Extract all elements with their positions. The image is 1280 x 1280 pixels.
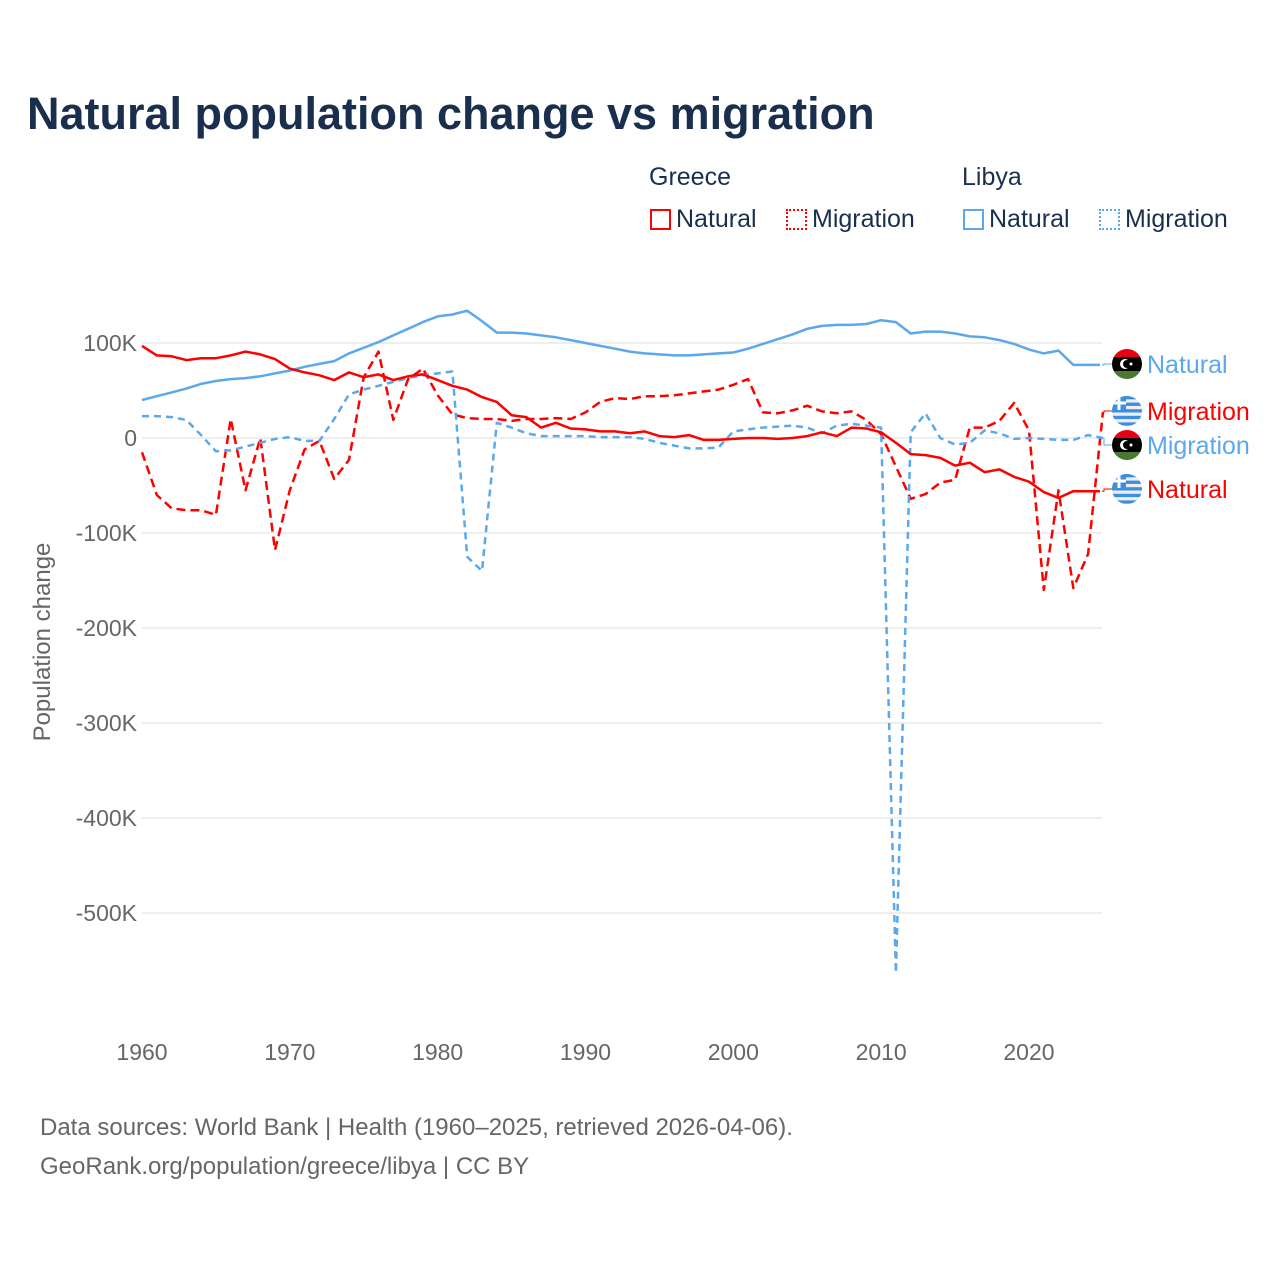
x-tick-label: 2010 [856, 1039, 907, 1065]
label-connector [1102, 437, 1112, 446]
series-line-greece-natural [141, 344, 1100, 500]
dotted-line-swatch-icon [1099, 209, 1120, 230]
solid-line-swatch-icon [963, 209, 984, 230]
attribution-link[interactable]: GeoRank.org/population/greece/libya | CC… [40, 1153, 530, 1180]
flag-stripe [1112, 474, 1142, 478]
series-end-label: Natural [1147, 351, 1228, 379]
flag-cross [1112, 401, 1126, 405]
legend-libya-migration[interactable]: Migration [1099, 205, 1228, 234]
libya-flag-icon [1112, 349, 1142, 379]
greece-flag-icon [1112, 396, 1142, 426]
y-axis-label: Population change [29, 543, 56, 742]
flag-body [1112, 396, 1142, 426]
flag-stripe [1112, 422, 1142, 426]
flag-stripe [1112, 480, 1142, 484]
x-tick-label: 1960 [116, 1039, 167, 1065]
flag-stripe [1112, 430, 1142, 438]
star-icon [1129, 443, 1133, 447]
legend-label: Migration [1125, 205, 1228, 233]
series-end-label: Migration [1147, 432, 1250, 460]
y-tick-label: -300K [76, 710, 138, 736]
series-line-libya-natural [141, 309, 1100, 402]
flag-stripe [1112, 487, 1142, 491]
y-tick-label: 100K [83, 330, 137, 356]
series-line-greece-migration [140, 350, 1105, 592]
dotted-line-swatch-icon [786, 209, 807, 230]
flag-stripe [1112, 500, 1142, 504]
x-tick-label: 2000 [708, 1039, 759, 1065]
flag-body [1112, 349, 1142, 379]
x-tick-label: 1970 [264, 1039, 315, 1065]
legend-label: Migration [812, 205, 915, 233]
y-tick-label: 0 [124, 425, 137, 451]
crescent-cut [1123, 360, 1131, 368]
flag-cross [1112, 479, 1126, 483]
solid-line-swatch-icon [650, 209, 671, 230]
legend-group-greece: Greece [649, 163, 731, 191]
greece-flag-icon [1112, 474, 1142, 504]
label-connector [1102, 488, 1112, 492]
legend-libya-natural[interactable]: Natural [963, 205, 1070, 234]
data-source-text: Data sources: World Bank | Health (1960–… [40, 1114, 793, 1141]
flag-stripe [1112, 409, 1142, 413]
series-end-label: Natural [1147, 476, 1228, 504]
flag-body [1112, 430, 1142, 460]
libya-flag-icon [1112, 430, 1142, 460]
flag-body [1112, 474, 1142, 504]
flag-stripe [1112, 396, 1142, 400]
crescent-cut [1123, 441, 1131, 449]
legend-greece-natural[interactable]: Natural [650, 205, 757, 234]
y-tick-label: -100K [76, 520, 138, 546]
flag-stripe [1112, 371, 1142, 379]
y-tick-label: -500K [76, 900, 138, 926]
x-tick-label: 2020 [1003, 1039, 1054, 1065]
legend-label: Natural [989, 205, 1070, 233]
flag-stripe [1112, 402, 1142, 406]
y-tick-label: -200K [76, 615, 138, 641]
series-line-libya-migration [142, 370, 1104, 975]
label-connector [1102, 363, 1112, 366]
flag-stripe [1112, 452, 1142, 460]
flag-stripe [1112, 415, 1142, 420]
legend-greece-migration[interactable]: Migration [786, 205, 915, 234]
label-connector [1102, 410, 1112, 413]
x-tick-label: 1980 [412, 1039, 463, 1065]
y-tick-label: -400K [76, 805, 138, 831]
legend-group-libya: Libya [962, 163, 1022, 191]
star-icon [1129, 362, 1133, 366]
x-tick-label: 1990 [560, 1039, 611, 1065]
flag-stripe [1112, 493, 1142, 498]
series-end-label: Migration [1147, 398, 1250, 426]
footer: Data sources: World Bank | Health (1960–… [40, 1108, 793, 1186]
flag-stripe [1112, 349, 1142, 357]
chart-title: Natural population change vs migration [27, 88, 875, 139]
legend-label: Natural [676, 205, 757, 233]
